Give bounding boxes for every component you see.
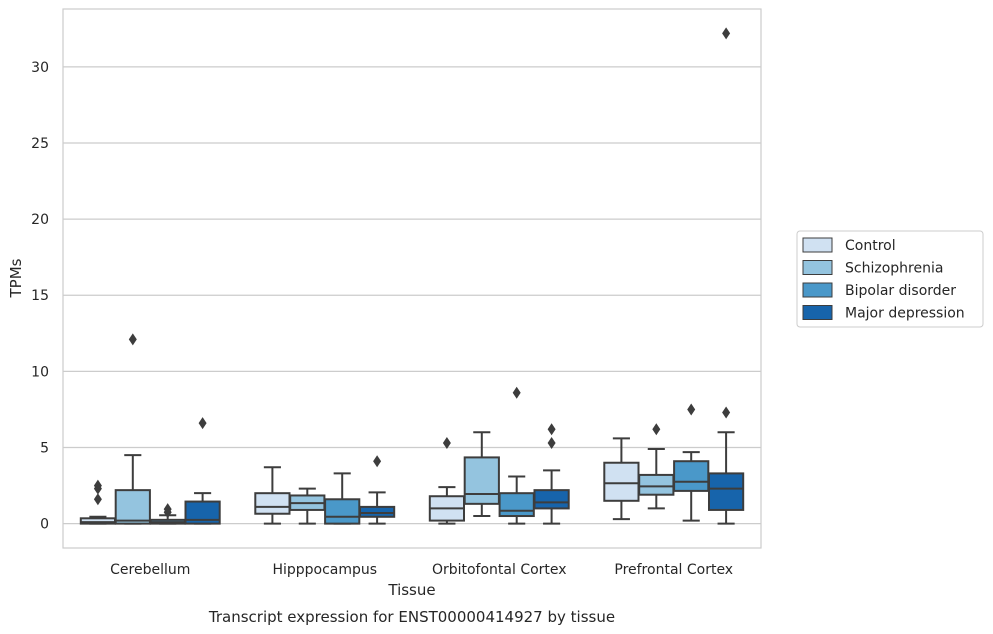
y-tick-labels: 0 5 10 15 20 25 30 (31, 60, 49, 533)
x-tick-label: Prefrontal Cortex (614, 562, 733, 578)
y-axis-label: TPMs (7, 258, 25, 298)
x-tick-label: Orbitofontal Cortex (432, 562, 567, 578)
box-schizophrenia (463, 431, 500, 518)
legend-label: Control (845, 238, 896, 254)
box-iqr (184, 500, 221, 525)
box-iqr (358, 505, 396, 518)
x-tick-label: Hipppocampus (272, 562, 377, 578)
legend-label: Major depression (845, 306, 965, 322)
box-iqr (638, 473, 675, 496)
y-tick-label: 25 (31, 136, 49, 152)
outlier-point (512, 386, 521, 399)
legend-swatch (802, 237, 833, 253)
box-iqr (603, 461, 640, 502)
y-tick-label: 15 (31, 288, 49, 304)
box-iqr (114, 489, 151, 525)
box-iqr (673, 460, 710, 492)
legend: Control Schizophrenia Bipolar disorder Majo… (796, 230, 984, 328)
box-bipolar-disorder (324, 472, 361, 525)
box-schizophrenia (289, 487, 326, 525)
box-major-depression (707, 27, 745, 525)
y-tick-label: 10 (31, 364, 49, 380)
outlier-point (687, 403, 696, 416)
box-schizophrenia (638, 423, 675, 510)
outlier-point (198, 417, 207, 430)
box-major-depression (358, 455, 396, 525)
box-iqr (463, 456, 500, 505)
outlier-point (373, 455, 382, 468)
box-control (603, 437, 640, 521)
outlier-point (547, 436, 556, 449)
y-tick-label: 0 (40, 517, 49, 533)
outlier-point (128, 333, 137, 346)
outlier-point (163, 503, 172, 516)
outlier-point (547, 423, 556, 436)
box-major-depression (533, 423, 570, 525)
plot-frame (62, 8, 762, 549)
outlier-point (722, 27, 731, 40)
outlier-point (93, 479, 102, 492)
x-tick-label: Cerebellum (110, 562, 190, 578)
outlier-point (442, 436, 451, 449)
legend-swatch (802, 305, 833, 320)
y-tick-label: 20 (31, 212, 49, 228)
box-iqr (498, 492, 535, 518)
box-control (254, 466, 291, 525)
legend-frame (796, 230, 984, 328)
boxes-layer (79, 27, 745, 525)
legend-label: Bipolar disorder (845, 283, 956, 299)
outlier-point (652, 423, 661, 436)
legend-swatch (802, 260, 833, 275)
box-iqr (324, 498, 361, 525)
outlier-point (722, 406, 731, 419)
y-tick-label: 30 (31, 60, 49, 76)
box-bipolar-disorder (673, 403, 710, 522)
chart-title: Transcript expression for ENST0000041492… (208, 608, 615, 626)
x-tick-labels: Cerebellum Hipppocampus Orbitofontal Corte… (110, 562, 733, 578)
x-axis-label: Tissue (387, 581, 435, 599)
legend-swatch (802, 282, 833, 298)
box-iqr (533, 489, 570, 510)
box-iqr (707, 472, 745, 511)
y-tick-label: 5 (40, 441, 49, 457)
outlier-point (93, 493, 102, 506)
legend-label: Schizophrenia (845, 261, 943, 277)
box-iqr (254, 492, 291, 515)
box-schizophrenia (114, 333, 151, 525)
box-major-depression (184, 417, 221, 525)
plot-area (63, 9, 761, 548)
box-control (428, 436, 466, 525)
